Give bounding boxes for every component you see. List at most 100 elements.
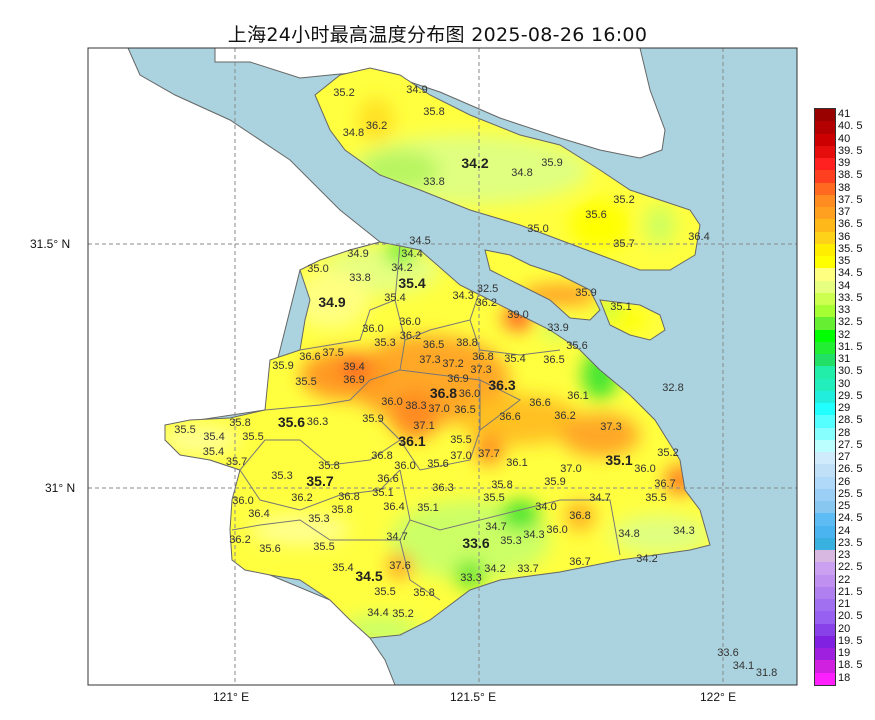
- station-value: 36.6: [529, 397, 551, 409]
- station-value: 33.8: [423, 176, 445, 188]
- station-value: 35.9: [544, 476, 566, 489]
- station-value: 36.0: [394, 459, 416, 472]
- colorbar-label: 35: [838, 255, 851, 268]
- station-value: 35.1: [610, 301, 632, 313]
- station-value: 32.8: [662, 382, 684, 394]
- colorbar-swatch: [815, 231, 835, 244]
- colorbar-label: 34. 5: [838, 267, 863, 280]
- station-value: 36.4: [248, 508, 270, 521]
- station-value: 35.6: [566, 340, 588, 352]
- station-value: 36.6: [499, 411, 521, 423]
- colorbar-swatch: [815, 219, 835, 232]
- colorbar-label: 36: [838, 230, 851, 243]
- colorbar-swatch: [815, 256, 835, 269]
- district-value: 36.8: [429, 385, 458, 402]
- colorbar-label: 39: [838, 157, 851, 170]
- district-value: 34.2: [461, 154, 489, 171]
- station-value: 34.2: [391, 261, 413, 274]
- station-value: 35.5: [295, 376, 317, 388]
- colorbar-label: 30: [838, 377, 851, 390]
- station-value: 35.1: [372, 487, 394, 500]
- station-value: 35.8: [229, 417, 251, 430]
- station-value: 37.5: [322, 347, 344, 359]
- station-value: 36.0: [362, 323, 384, 336]
- colorbar-swatch: [815, 464, 835, 477]
- station-value: 35.2: [392, 608, 414, 620]
- station-value: 36.1: [506, 457, 528, 469]
- colorbar-label: 19: [838, 647, 851, 660]
- colorbar-label: 28: [838, 426, 851, 439]
- district-value: 35.6: [277, 413, 306, 430]
- colorbar-label: 20: [838, 622, 851, 635]
- station-value: 34.8: [511, 167, 533, 179]
- colorbar-label: 29: [838, 402, 851, 415]
- station-value: 35.9: [541, 157, 563, 169]
- station-value: 36.3: [432, 482, 454, 494]
- station-value: 36.7: [569, 556, 591, 568]
- station-value: 34.2: [636, 553, 658, 565]
- colorbar-swatch: [815, 476, 835, 489]
- station-value: 37.0: [428, 402, 450, 415]
- lon-tick: 121° E: [213, 690, 250, 704]
- district-value: 36.1: [398, 433, 426, 450]
- station-value: 34.8: [342, 127, 365, 139]
- station-value: 34.7: [589, 492, 611, 504]
- north-bank-land: [214, 47, 666, 159]
- station-value: 36.0: [458, 388, 481, 400]
- station-value: 38.8: [456, 336, 478, 349]
- station-value: 37.7: [478, 448, 500, 460]
- colorbar-label: 22. 5: [838, 561, 863, 574]
- station-value: 36.2: [475, 296, 497, 309]
- station-value: 38.3: [405, 400, 427, 412]
- station-value: 34.4: [367, 607, 389, 619]
- colorbar-label: 23. 5: [838, 536, 863, 549]
- station-value: 35.4: [504, 353, 526, 365]
- station-value: 35.0: [307, 263, 329, 275]
- station-value: 36.2: [291, 492, 313, 504]
- station-value: 36.8: [371, 450, 393, 462]
- colorbar-swatch: [815, 672, 835, 685]
- colorbar-swatch: [815, 550, 835, 563]
- colorbar-label: 33: [838, 304, 851, 317]
- colorbar-swatch: [815, 439, 835, 452]
- colorbar-label: 39. 5: [838, 144, 863, 157]
- station-value: 35.7: [225, 456, 248, 468]
- station-value: 33.6: [717, 646, 739, 659]
- colorbar-label: 25. 5: [838, 487, 863, 500]
- colorbar-swatch: [815, 648, 835, 661]
- station-value: 36.6: [377, 473, 399, 486]
- station-value: 34.0: [535, 501, 557, 513]
- colorbar-label: 23: [838, 549, 851, 562]
- graticule: [88, 48, 797, 685]
- colorbar-label: 24: [838, 524, 851, 537]
- station-value: 35.3: [500, 534, 522, 547]
- station-value: 36.9: [447, 372, 469, 385]
- colorbar-label: 20. 5: [838, 610, 863, 623]
- colorbar-label: 37. 5: [838, 193, 863, 206]
- colorbar-swatch: [815, 182, 835, 195]
- station-value: 35.6: [585, 209, 607, 221]
- station-value: 35.5: [174, 424, 196, 436]
- colorbar-label: 19. 5: [838, 634, 863, 647]
- colorbar-swatch: [815, 537, 835, 550]
- station-value: 35.5: [450, 434, 472, 446]
- station-value: 35.9: [575, 287, 597, 299]
- station-value: 35.6: [259, 543, 281, 555]
- colorbar-swatch: [815, 611, 835, 624]
- district-value: 36.3: [488, 376, 516, 393]
- station-value: 34.9: [406, 84, 428, 96]
- colorbar-swatch: [815, 317, 835, 330]
- station-value: 37.6: [389, 560, 411, 572]
- station-value: 35.3: [374, 336, 396, 349]
- station-value: 36.2: [365, 120, 388, 132]
- station-value: 34.3: [452, 290, 474, 302]
- station-value: 36.0: [381, 396, 403, 408]
- colorbar-swatch: [815, 586, 835, 599]
- colorbar-label: 18: [838, 671, 851, 684]
- station-value: 35.3: [308, 513, 330, 525]
- colorbar-swatch: [815, 660, 835, 673]
- map-title: 上海24小时最高温度分布图 2025-08-26 16:00: [227, 24, 648, 46]
- station-value: 37.1: [413, 420, 435, 433]
- station-value: 36.4: [688, 231, 710, 243]
- colorbar-label: 36. 5: [838, 218, 863, 231]
